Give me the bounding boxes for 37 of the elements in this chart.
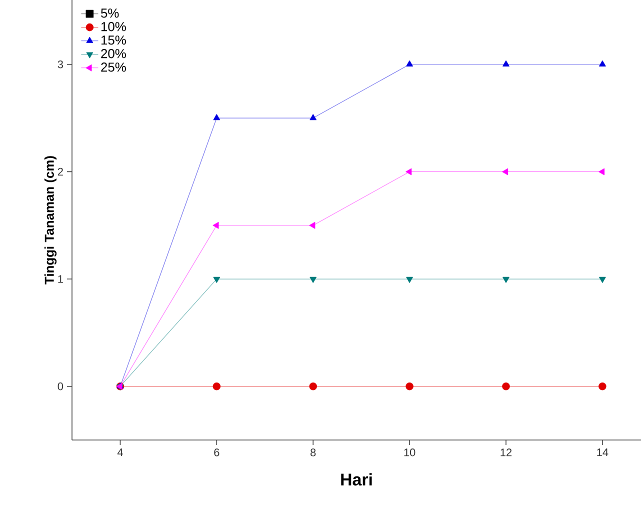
- y-tick-label: 0: [58, 382, 64, 390]
- point: [213, 276, 220, 283]
- y-tick-label: 2: [58, 168, 63, 176]
- point: [212, 382, 221, 390]
- y-tick-label: 1: [58, 275, 63, 283]
- point: [502, 60, 510, 66]
- point: [406, 382, 414, 390]
- x-tick-label: 14: [597, 448, 608, 456]
- x-tick-label: 4: [117, 448, 123, 456]
- point: [309, 382, 317, 390]
- point: [599, 276, 606, 283]
- point: [502, 168, 508, 176]
- point: [502, 276, 510, 283]
- point: [406, 168, 412, 176]
- x-tick-label: 6: [214, 448, 220, 456]
- point: [406, 276, 413, 283]
- x-axis-title: Hari: [341, 473, 372, 486]
- point: [213, 114, 220, 120]
- point: [310, 276, 317, 283]
- point: [599, 60, 606, 66]
- point: [309, 222, 316, 229]
- y-axis-title: Tinggi Tanaman (cm): [44, 156, 57, 284]
- point: [406, 60, 413, 66]
- point: [598, 168, 605, 176]
- x-tick-label: 10: [404, 448, 416, 456]
- x-tick-label: 8: [310, 448, 316, 456]
- point: [310, 114, 317, 120]
- x-tick-label: 12: [500, 448, 512, 456]
- legend-label: 15%: [101, 36, 126, 45]
- y-tick-label: 3: [58, 60, 63, 68]
- point: [212, 222, 219, 229]
- legend-label: 25%: [101, 62, 126, 72]
- legend-label: 10%: [101, 22, 126, 32]
- point: [598, 382, 606, 390]
- legend-label: 20%: [101, 49, 126, 58]
- point: [502, 382, 510, 390]
- legend-label: 5%: [100, 8, 119, 18]
